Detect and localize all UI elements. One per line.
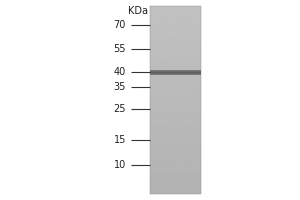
Bar	[150, 6, 201, 194]
Text: 10: 10	[114, 160, 126, 170]
Text: 70: 70	[114, 20, 126, 30]
Text: 55: 55	[113, 44, 126, 54]
Text: 25: 25	[113, 104, 126, 114]
Text: 40: 40	[114, 67, 126, 77]
Text: 15: 15	[114, 135, 126, 145]
Text: KDa: KDa	[128, 6, 148, 16]
Text: 35: 35	[114, 82, 126, 92]
